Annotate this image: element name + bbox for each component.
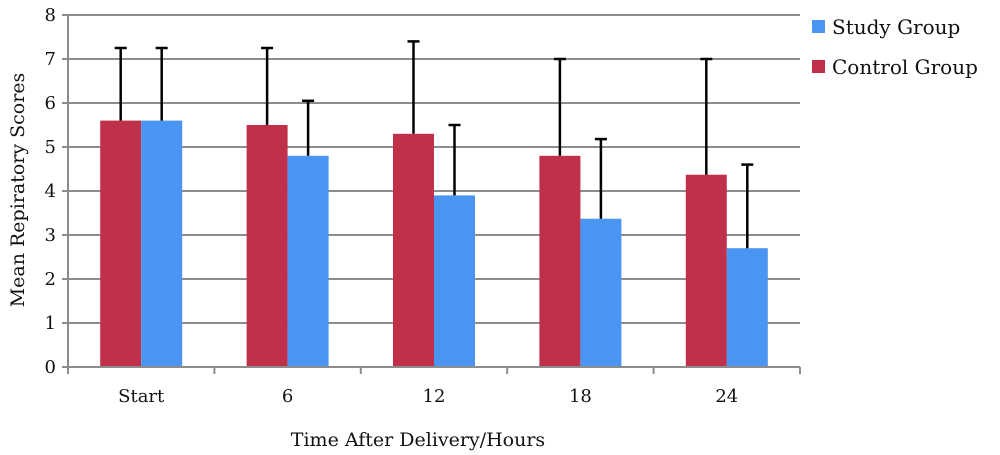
legend-swatch (812, 60, 825, 73)
x-tick-label: 18 (569, 386, 592, 407)
bar-control-group (100, 120, 142, 367)
y-tick-label: 5 (45, 137, 56, 158)
y-tick-label: 4 (45, 181, 56, 202)
x-tick-label: Start (118, 386, 165, 407)
y-tick-label: 1 (45, 313, 56, 334)
legend-swatch (812, 20, 825, 33)
bar-control-group (685, 174, 727, 367)
bars (100, 120, 768, 367)
bar-study-group (434, 195, 475, 367)
bar-study-group (726, 248, 768, 367)
x-axis-title: Time After Delivery/Hours (291, 429, 545, 451)
legend-label: Control Group (832, 55, 978, 79)
bar-control-group (246, 125, 288, 367)
bar-study-group (141, 120, 183, 367)
legend-label: Study Group (832, 15, 960, 39)
bar-study-group (287, 155, 329, 367)
x-tick-label: 24 (715, 386, 738, 407)
y-tick-label: 7 (45, 49, 56, 70)
legend: Study Group Control Group (812, 15, 978, 79)
y-tick-label: 3 (45, 225, 56, 246)
x-tick-label: 12 (423, 386, 446, 407)
bar-control-group (393, 133, 434, 367)
y-axis-title: Mean Repiratory Scores (7, 73, 29, 308)
x-tick-label: 6 (282, 386, 293, 407)
error-bars (114, 40, 754, 249)
axes (62, 14, 801, 374)
y-tick-label: 6 (45, 93, 56, 114)
y-tick-label: 0 (45, 357, 56, 378)
bar-study-group (580, 218, 622, 367)
y-tick-label: 8 (45, 5, 56, 26)
bar-control-group (539, 155, 581, 367)
y-tick-label: 2 (45, 269, 56, 290)
